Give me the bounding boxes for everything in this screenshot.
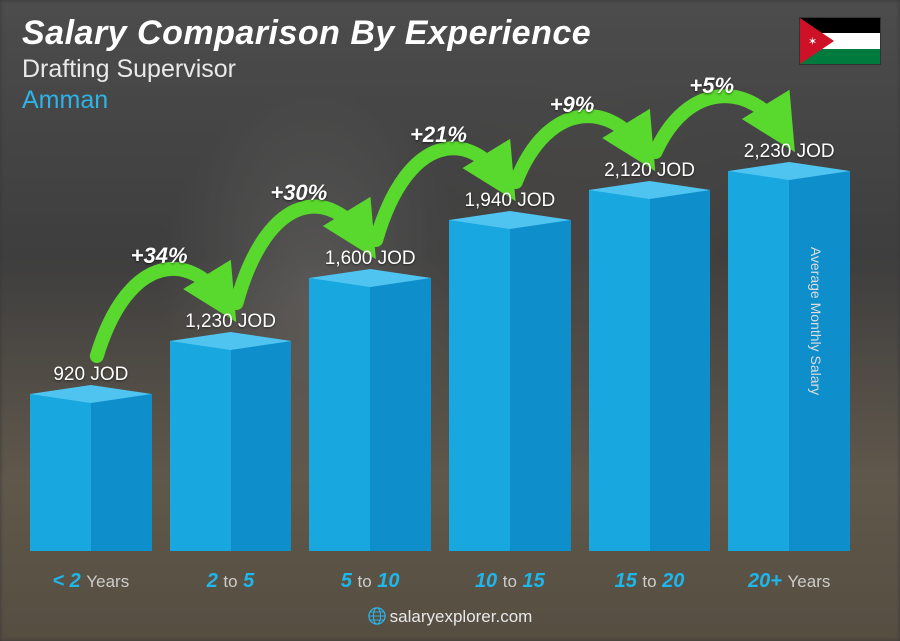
bar-column: 2,120 JOD — [589, 160, 711, 551]
bar-face — [728, 171, 850, 551]
x-axis-label: 2 to 5 — [170, 570, 292, 593]
bar-value-label: 1,230 JOD — [185, 311, 276, 333]
flag-star-icon: ✶ — [808, 35, 817, 48]
growth-arc-label: +30% — [270, 180, 327, 206]
bar-value-label: 1,940 JOD — [464, 190, 555, 212]
bar-column: 1,600 JOD — [309, 248, 431, 551]
bar-column: 2,230 JOD — [728, 141, 850, 551]
bar-column: 920 JOD — [30, 364, 152, 551]
bar-face-right — [650, 190, 711, 551]
bar-face — [449, 220, 571, 551]
bar-face — [30, 394, 152, 551]
bar — [170, 341, 292, 551]
bar-face-left — [728, 171, 789, 551]
bar-face — [170, 341, 292, 551]
bars-container: 920 JOD 1,230 JOD 1,600 JOD 1,940 JOD 2,120 … — [30, 120, 850, 551]
bar-face — [589, 190, 711, 551]
x-axis-label: 5 to 10 — [309, 570, 431, 593]
growth-arc-label: +5% — [689, 73, 734, 99]
bar — [449, 220, 571, 551]
bar — [30, 394, 152, 551]
bar-chart: 920 JOD 1,230 JOD 1,600 JOD 1,940 JOD 2,120 … — [30, 120, 850, 551]
bar-face-right — [510, 220, 571, 551]
bar — [309, 278, 431, 551]
bar — [589, 190, 711, 551]
bar-face-right — [91, 394, 152, 551]
bar-face-left — [170, 341, 231, 551]
globe-icon — [368, 607, 386, 625]
bar-face — [309, 278, 431, 551]
bar-face-left — [30, 394, 91, 551]
y-axis-label: Average Monthly Salary — [808, 246, 824, 394]
x-axis-label: 20+ Years — [728, 570, 850, 593]
x-axis-label: 10 to 15 — [449, 570, 571, 593]
footer-text: salaryexplorer.com — [390, 607, 533, 626]
bar-column: 1,940 JOD — [449, 190, 571, 551]
bar-value-label: 1,600 JOD — [325, 248, 416, 270]
growth-arc-label: +21% — [410, 122, 467, 148]
growth-arc-label: +9% — [550, 92, 595, 118]
bar-face-left — [309, 278, 370, 551]
country-flag-icon: ✶ — [800, 18, 880, 64]
bar-face-left — [449, 220, 510, 551]
x-axis-labels: < 2 Years 2 to 5 5 to 10 10 to 15 15 to 20 20… — [30, 570, 850, 593]
bar-value-label: 920 JOD — [53, 364, 128, 386]
bar — [728, 171, 850, 551]
footer-attribution: salaryexplorer.com — [0, 607, 900, 627]
bar-face-left — [589, 190, 650, 551]
bar-value-label: 2,230 JOD — [744, 141, 835, 163]
x-axis-label: < 2 Years — [30, 570, 152, 593]
bar-value-label: 2,120 JOD — [604, 160, 695, 182]
growth-arc-label: +34% — [131, 243, 188, 269]
page-title: Salary Comparison By Experience — [22, 14, 878, 53]
bar-face-right — [231, 341, 292, 551]
bar-face-right — [370, 278, 431, 551]
bar-column: 1,230 JOD — [170, 311, 292, 551]
x-axis-label: 15 to 20 — [589, 570, 711, 593]
